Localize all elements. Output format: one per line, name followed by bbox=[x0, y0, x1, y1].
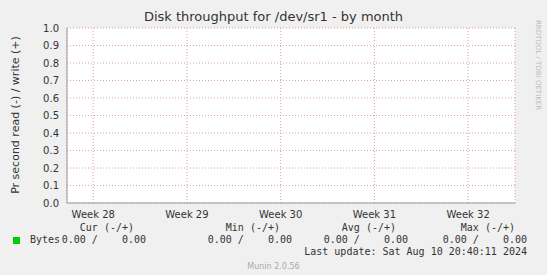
html-text:0.00 / 0.00: 0.00 / 0.00 bbox=[442, 234, 527, 245]
html-text:Cur (-/+): Cur (-/+) bbox=[79, 222, 134, 233]
svg-text:0.3: 0.3 bbox=[43, 145, 59, 156]
html-text:0.00 / 0.00: 0.00 / 0.00 bbox=[323, 234, 408, 245]
svg-text:0.9: 0.9 bbox=[43, 40, 59, 51]
svg-text:0.8: 0.8 bbox=[43, 58, 59, 69]
svg-text:Week 31: Week 31 bbox=[353, 209, 396, 220]
svg-text:1.0: 1.0 bbox=[43, 23, 59, 34]
html-text:Munin 2.0.56: Munin 2.0.56 bbox=[247, 262, 300, 271]
html-text:Bytes 0.00 / 0.00: Bytes 0.00 / 0.00 bbox=[30, 234, 146, 245]
svg-text:0.6: 0.6 bbox=[43, 93, 59, 104]
html-text:0.00 / 0.00: 0.00 / 0.00 bbox=[207, 234, 292, 245]
html-text:Last update: Sat Aug 10 20:40:: Last update: Sat Aug 10 20:40:11 2024 bbox=[304, 246, 527, 257]
html-text:Avg (-/+): Avg (-/+) bbox=[341, 222, 396, 233]
svg-text:0.0: 0.0 bbox=[43, 198, 59, 209]
svg-text:0.2: 0.2 bbox=[43, 163, 59, 174]
html-text:Pr second read (-) / write (+): Pr second read (-) / write (+) bbox=[8, 36, 22, 194]
html-text:Max (-/+): Max (-/+) bbox=[460, 222, 515, 233]
svg-text:0.4: 0.4 bbox=[43, 128, 59, 139]
svg-text:Week 29: Week 29 bbox=[165, 209, 208, 220]
svg-text:Week 32: Week 32 bbox=[446, 209, 489, 220]
svg-text:0.5: 0.5 bbox=[43, 110, 59, 121]
html-text:RRDTOOL / TOBI OETIKER: RRDTOOL / TOBI OETIKER bbox=[534, 19, 542, 111]
html-text:Disk throughput for /dev/sr1 -: Disk throughput for /dev/sr1 - by month bbox=[143, 9, 404, 24]
svg-text:Week 28: Week 28 bbox=[72, 209, 115, 220]
svg-text:0.1: 0.1 bbox=[43, 180, 59, 191]
html-text:Min (-/+): Min (-/+) bbox=[225, 222, 280, 233]
svg-text:Week 30: Week 30 bbox=[259, 209, 302, 220]
svg-text:0.7: 0.7 bbox=[43, 75, 59, 86]
